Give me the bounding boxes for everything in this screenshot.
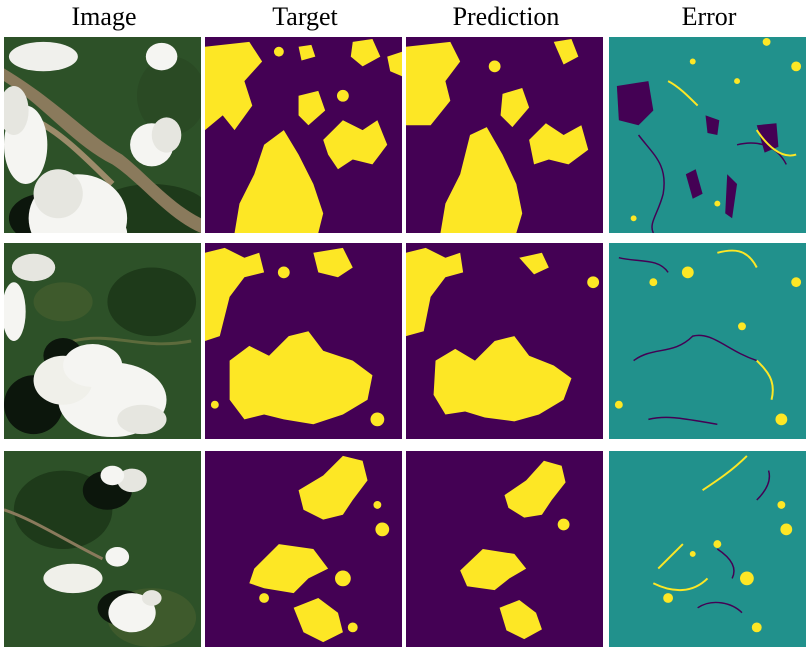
row2-error-map <box>609 243 806 439</box>
column-header-image: Image <box>71 2 137 31</box>
row1-satellite-image <box>4 37 201 233</box>
column-header-prediction: Prediction <box>452 2 560 31</box>
row3-satellite-image <box>4 451 201 647</box>
row1-error-map <box>609 37 806 233</box>
column-header-target: Target <box>272 2 338 31</box>
row1-prediction-mask <box>406 37 603 233</box>
row2-satellite-image <box>4 243 201 439</box>
row1-target-mask <box>205 37 402 233</box>
column-header-error: Error <box>681 2 737 31</box>
row3-prediction-mask <box>406 451 603 647</box>
row3-error-map <box>609 451 806 647</box>
row2-target-mask <box>205 243 402 439</box>
row3-target-mask <box>205 451 402 647</box>
row2-prediction-mask <box>406 243 603 439</box>
